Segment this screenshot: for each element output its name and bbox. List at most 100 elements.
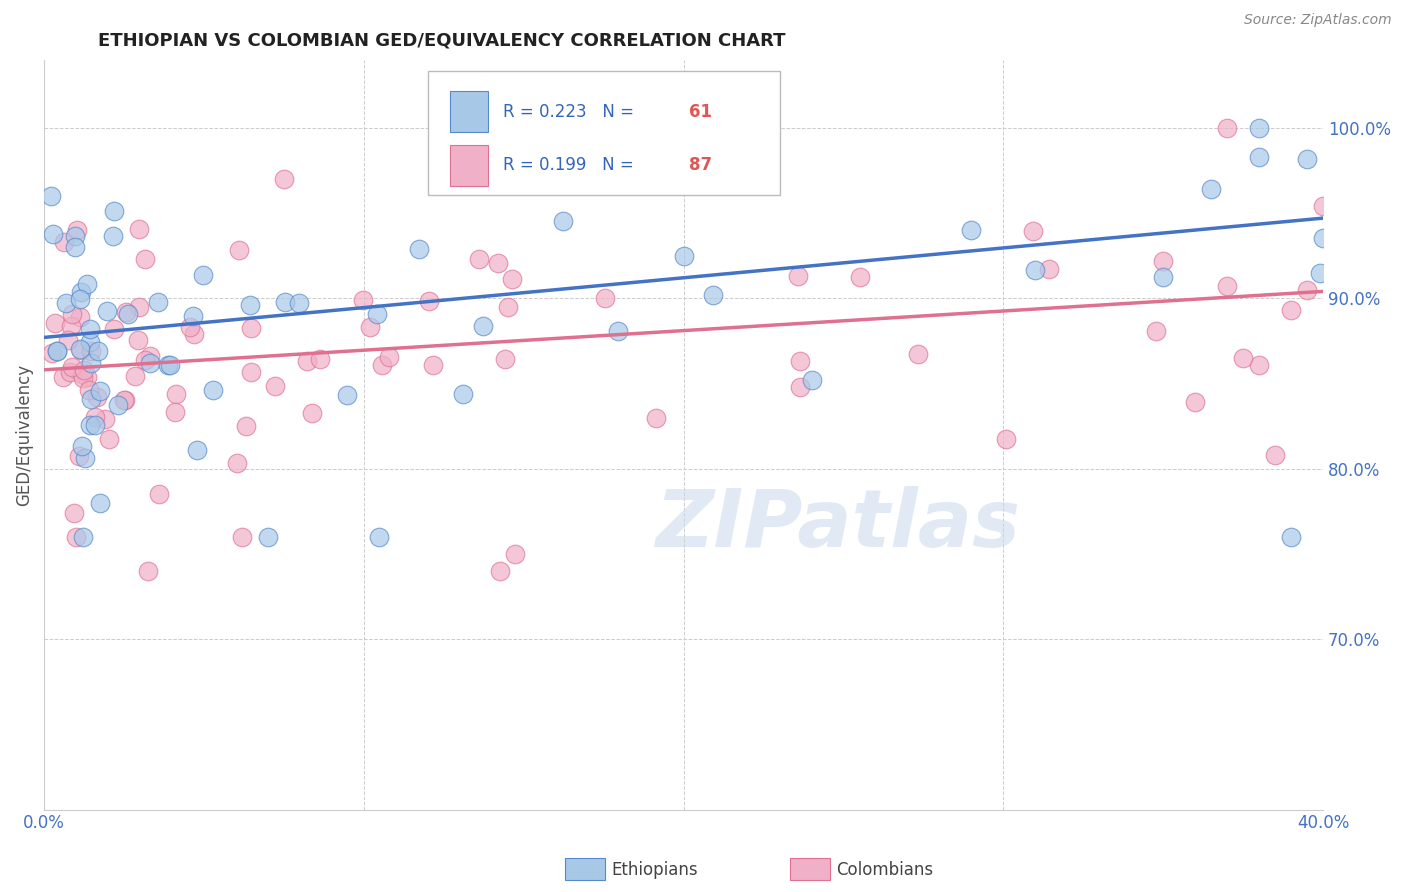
Point — [451, 387, 474, 401]
Point — [80, 356, 103, 370]
Point — [94, 411, 117, 425]
Point — [70, 368, 93, 382]
Bar — [450, 145, 488, 186]
Point — [70, 285, 93, 299]
Point — [907, 347, 929, 361]
Point — [1279, 303, 1302, 318]
Point — [134, 353, 156, 368]
Point — [72, 363, 94, 377]
Point — [1038, 262, 1060, 277]
Point — [239, 298, 262, 312]
Point — [134, 252, 156, 267]
Point — [193, 268, 215, 282]
Point — [79, 322, 101, 336]
Point — [257, 530, 280, 544]
Point — [408, 242, 430, 256]
Point — [202, 383, 225, 397]
Point — [128, 300, 150, 314]
Point — [228, 243, 250, 257]
Point — [1296, 153, 1319, 167]
Point — [79, 417, 101, 432]
Point — [501, 272, 523, 286]
Point — [183, 326, 205, 341]
Point — [995, 432, 1018, 446]
Point — [377, 350, 399, 364]
Point — [1216, 279, 1239, 293]
Point — [1184, 395, 1206, 409]
Point — [1249, 150, 1271, 164]
Text: 87: 87 — [689, 156, 711, 174]
Text: R = 0.223   N =: R = 0.223 N = — [503, 103, 640, 120]
Point — [83, 409, 105, 424]
Point — [231, 530, 253, 544]
Point — [44, 316, 66, 330]
Point — [240, 365, 263, 379]
Point — [80, 343, 103, 358]
Point — [63, 506, 86, 520]
Point — [849, 269, 872, 284]
Point — [72, 439, 94, 453]
Point — [69, 292, 91, 306]
Point — [1312, 231, 1334, 245]
Point — [89, 496, 111, 510]
Point — [101, 229, 124, 244]
Point — [103, 322, 125, 336]
Point — [114, 305, 136, 319]
Point — [128, 221, 150, 235]
FancyBboxPatch shape — [427, 70, 779, 194]
Text: Colombians: Colombians — [837, 861, 934, 879]
Point — [87, 344, 110, 359]
Point — [1144, 324, 1167, 338]
Point — [273, 295, 295, 310]
Point — [1024, 263, 1046, 277]
Point — [468, 252, 491, 267]
Point — [359, 319, 381, 334]
Point — [65, 530, 87, 544]
Point — [789, 380, 811, 394]
Point — [496, 300, 519, 314]
Point — [553, 213, 575, 227]
Point — [55, 296, 77, 310]
Point — [103, 203, 125, 218]
Point — [702, 287, 724, 301]
Point — [66, 223, 89, 237]
Point — [60, 359, 83, 374]
Point — [1022, 224, 1045, 238]
Point — [786, 269, 808, 284]
Point — [98, 432, 121, 446]
Point — [1249, 358, 1271, 372]
Point — [1279, 530, 1302, 544]
Point — [1312, 199, 1334, 213]
Point — [367, 530, 389, 544]
Point — [139, 356, 162, 370]
Point — [65, 240, 87, 254]
Point — [593, 291, 616, 305]
Point — [148, 487, 170, 501]
Point — [418, 294, 440, 309]
Point — [301, 406, 323, 420]
Text: 61: 61 — [689, 103, 711, 120]
Point — [800, 373, 823, 387]
Point — [136, 564, 159, 578]
Text: R = 0.199   N =: R = 0.199 N = — [503, 156, 640, 174]
Point — [1264, 448, 1286, 462]
Point — [159, 358, 181, 372]
Point — [58, 334, 80, 348]
Point — [67, 449, 90, 463]
Point — [76, 369, 98, 384]
Text: Ethiopians: Ethiopians — [612, 861, 699, 879]
Text: Source: ZipAtlas.com: Source: ZipAtlas.com — [1244, 13, 1392, 28]
Point — [69, 310, 91, 324]
Point — [60, 319, 83, 334]
Point — [73, 450, 96, 465]
Point — [273, 171, 295, 186]
Point — [472, 319, 495, 334]
Text: ZIPatlas: ZIPatlas — [655, 485, 1019, 564]
Point — [422, 358, 444, 372]
Point — [495, 351, 517, 366]
Point — [1249, 120, 1271, 135]
Point — [84, 417, 107, 432]
Point — [59, 366, 82, 380]
Point — [239, 320, 262, 334]
Y-axis label: GED/Equivalency: GED/Equivalency — [15, 364, 32, 506]
